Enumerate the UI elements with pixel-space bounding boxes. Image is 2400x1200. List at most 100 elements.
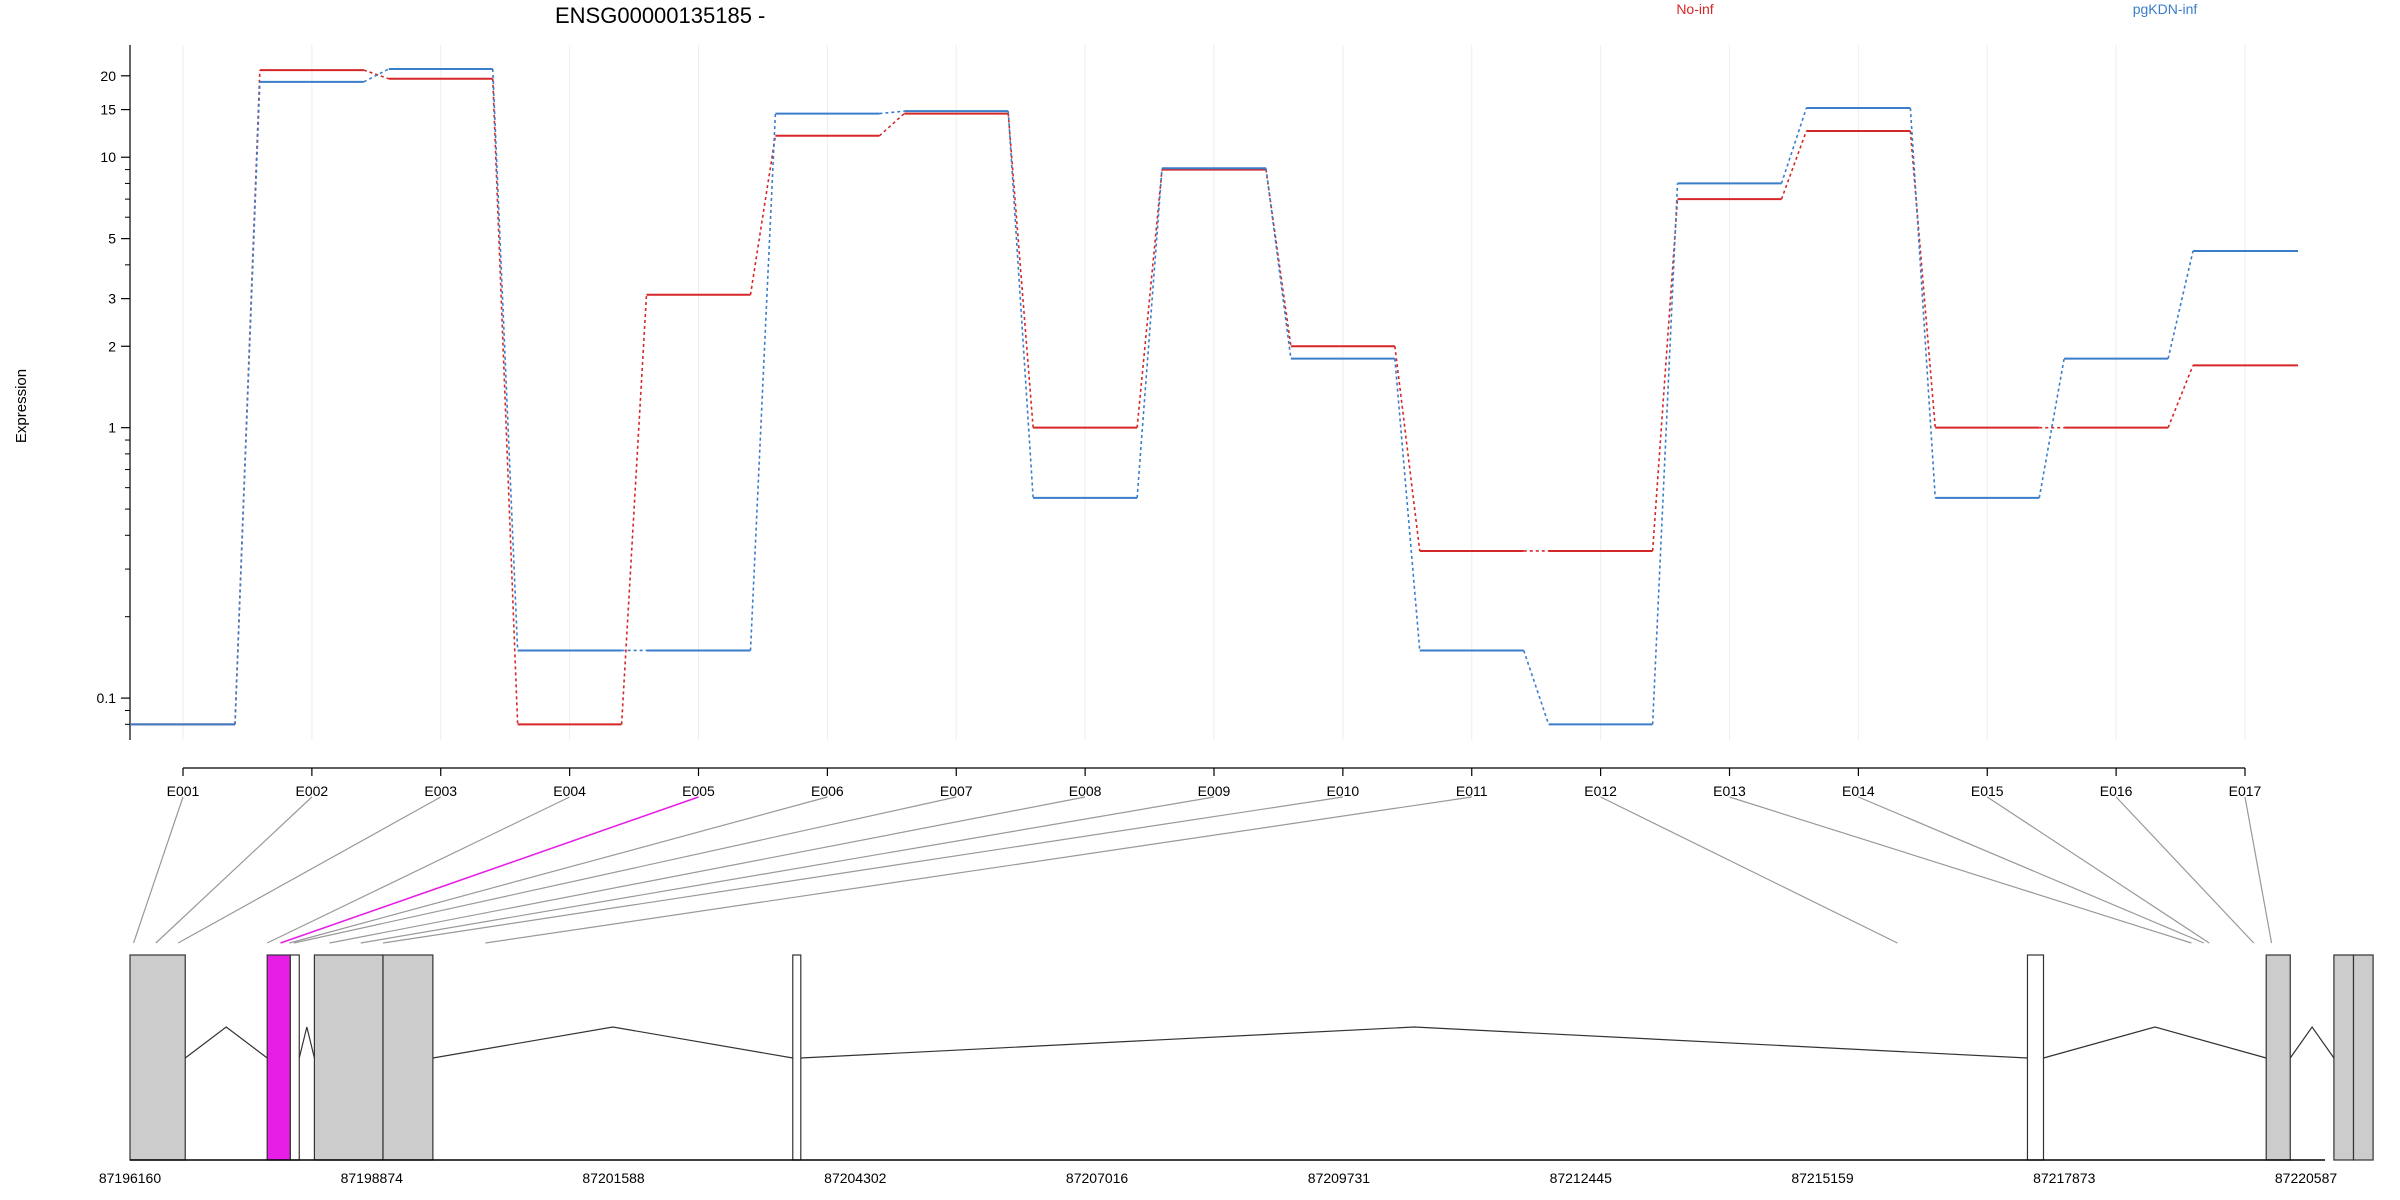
connector-e001	[132, 796, 184, 944]
connector-e014	[1858, 796, 2205, 944]
series-transition	[1909, 107, 1937, 498]
exon-label-e001: E001	[167, 783, 200, 799]
exon-label-e014: E014	[1842, 783, 1875, 799]
exon-block	[129, 954, 186, 1161]
x-axis: E001 E002 E003 E004 E005 E006 E007 E008 E009 E010…	[167, 767, 2262, 799]
connector-e017	[2244, 796, 2273, 944]
exon-block-highlighted	[266, 954, 291, 1161]
series-transition	[878, 112, 905, 137]
connector-e008	[329, 796, 1086, 944]
series-pgkdn-inf	[130, 67, 2298, 726]
exon-connectors	[132, 796, 2273, 944]
connector-e004	[266, 796, 570, 944]
connector-e013	[1729, 796, 2192, 944]
y-tick-label: 20	[100, 68, 116, 84]
exon-label-e004: E004	[553, 783, 586, 799]
y-tick-label: 10	[100, 149, 116, 165]
coord-label: 87220587	[2275, 1170, 2338, 1186]
exon-block	[313, 954, 384, 1161]
exon-block	[2333, 954, 2355, 1161]
coord-label: 87217873	[2033, 1170, 2096, 1186]
coord-label: 87196160	[99, 1170, 162, 1186]
series-transition	[491, 68, 519, 651]
series-transition	[491, 78, 519, 725]
exon-label-e003: E003	[424, 783, 457, 799]
grid-lines	[182, 45, 2246, 740]
genomic-coordinate-axis: 87196160 87198874 87201588 87204302 87207016…	[99, 1159, 2338, 1186]
exon-label-e002: E002	[296, 783, 329, 799]
connector-e011	[485, 796, 1472, 944]
legend-entry-pgkdn-inf: pgKDN-inf	[2133, 1, 2198, 17]
exon-label-e011: E011	[1456, 783, 1488, 799]
series-transition	[1394, 346, 1421, 552]
connector-e005	[280, 796, 699, 944]
y-tick-label: 2	[108, 338, 116, 354]
intron	[432, 1026, 793, 1059]
coord-label: 87207016	[1066, 1170, 1129, 1186]
series-transition	[879, 110, 905, 115]
intron	[2043, 1026, 2267, 1059]
series-transition	[1136, 168, 1163, 498]
connector-e012	[1600, 796, 1898, 944]
exon-label-e012: E012	[1584, 783, 1617, 799]
connector-e009	[360, 796, 1215, 944]
coord-label: 87198874	[341, 1170, 404, 1186]
legend: No-inf pgKDN-inf	[1676, 1, 2197, 17]
coord-label: 87212445	[1550, 1170, 1613, 1186]
exon-block	[289, 954, 300, 1161]
exon-label-e006: E006	[811, 783, 844, 799]
chart-title: ENSG00000135185 -	[555, 3, 765, 28]
series-transition	[1651, 183, 1679, 725]
exon-label-e016: E016	[2100, 783, 2133, 799]
series-transition	[1136, 169, 1163, 428]
series-transition	[2167, 250, 2194, 359]
series-transition	[1007, 113, 1034, 428]
exon-label-e013: E013	[1713, 783, 1746, 799]
exon-label-e008: E008	[1069, 783, 1102, 799]
connector-e002	[155, 796, 313, 944]
connector-e003	[177, 796, 442, 944]
series-layer	[130, 67, 2298, 726]
exon-block	[2265, 954, 2291, 1161]
y-tick-label: 5	[108, 231, 116, 247]
intron	[800, 1026, 2028, 1059]
series-transition	[1007, 111, 1034, 498]
series-transition	[234, 81, 261, 725]
connector-e007	[293, 796, 957, 944]
series-transition	[749, 135, 777, 295]
series-transition	[749, 113, 777, 651]
exon-block	[792, 954, 802, 1161]
exon-label-e005: E005	[682, 783, 715, 799]
y-tick-label: 0.1	[97, 690, 117, 706]
series-transition	[363, 68, 390, 83]
coord-label: 87215159	[1791, 1170, 1854, 1186]
connector-e016	[2115, 796, 2255, 944]
legend-entry-no-inf: No-inf	[1676, 1, 1713, 17]
connector-e006	[289, 796, 828, 944]
exon-block	[2352, 954, 2374, 1161]
y-tick-label: 15	[100, 102, 116, 118]
series-transition	[1522, 650, 1550, 725]
y-tick-label: 3	[108, 291, 116, 307]
intron	[298, 1026, 315, 1059]
exon-block	[2026, 954, 2045, 1161]
series-transition	[1394, 358, 1421, 651]
connector-e010	[382, 796, 1343, 944]
series-transition	[2167, 365, 2194, 428]
intron	[184, 1026, 268, 1059]
coord-label: 87209731	[1308, 1170, 1371, 1186]
gene-model	[129, 954, 2374, 1161]
coord-label: 87201588	[582, 1170, 645, 1186]
coord-label: 87204302	[824, 1170, 887, 1186]
intron	[2289, 1025, 2335, 1059]
series-transition	[620, 294, 648, 725]
y-tick-label: 1	[108, 420, 116, 436]
series-transition	[1265, 168, 1292, 359]
y-axis: 0.1 1 2 3 5 10 15 20	[97, 45, 131, 740]
exon-label-e010: E010	[1327, 783, 1360, 799]
exon-label-e009: E009	[1198, 783, 1231, 799]
y-axis-label: Expression	[13, 369, 30, 443]
exon-label-e007: E007	[940, 783, 973, 799]
series-transition	[363, 69, 390, 80]
